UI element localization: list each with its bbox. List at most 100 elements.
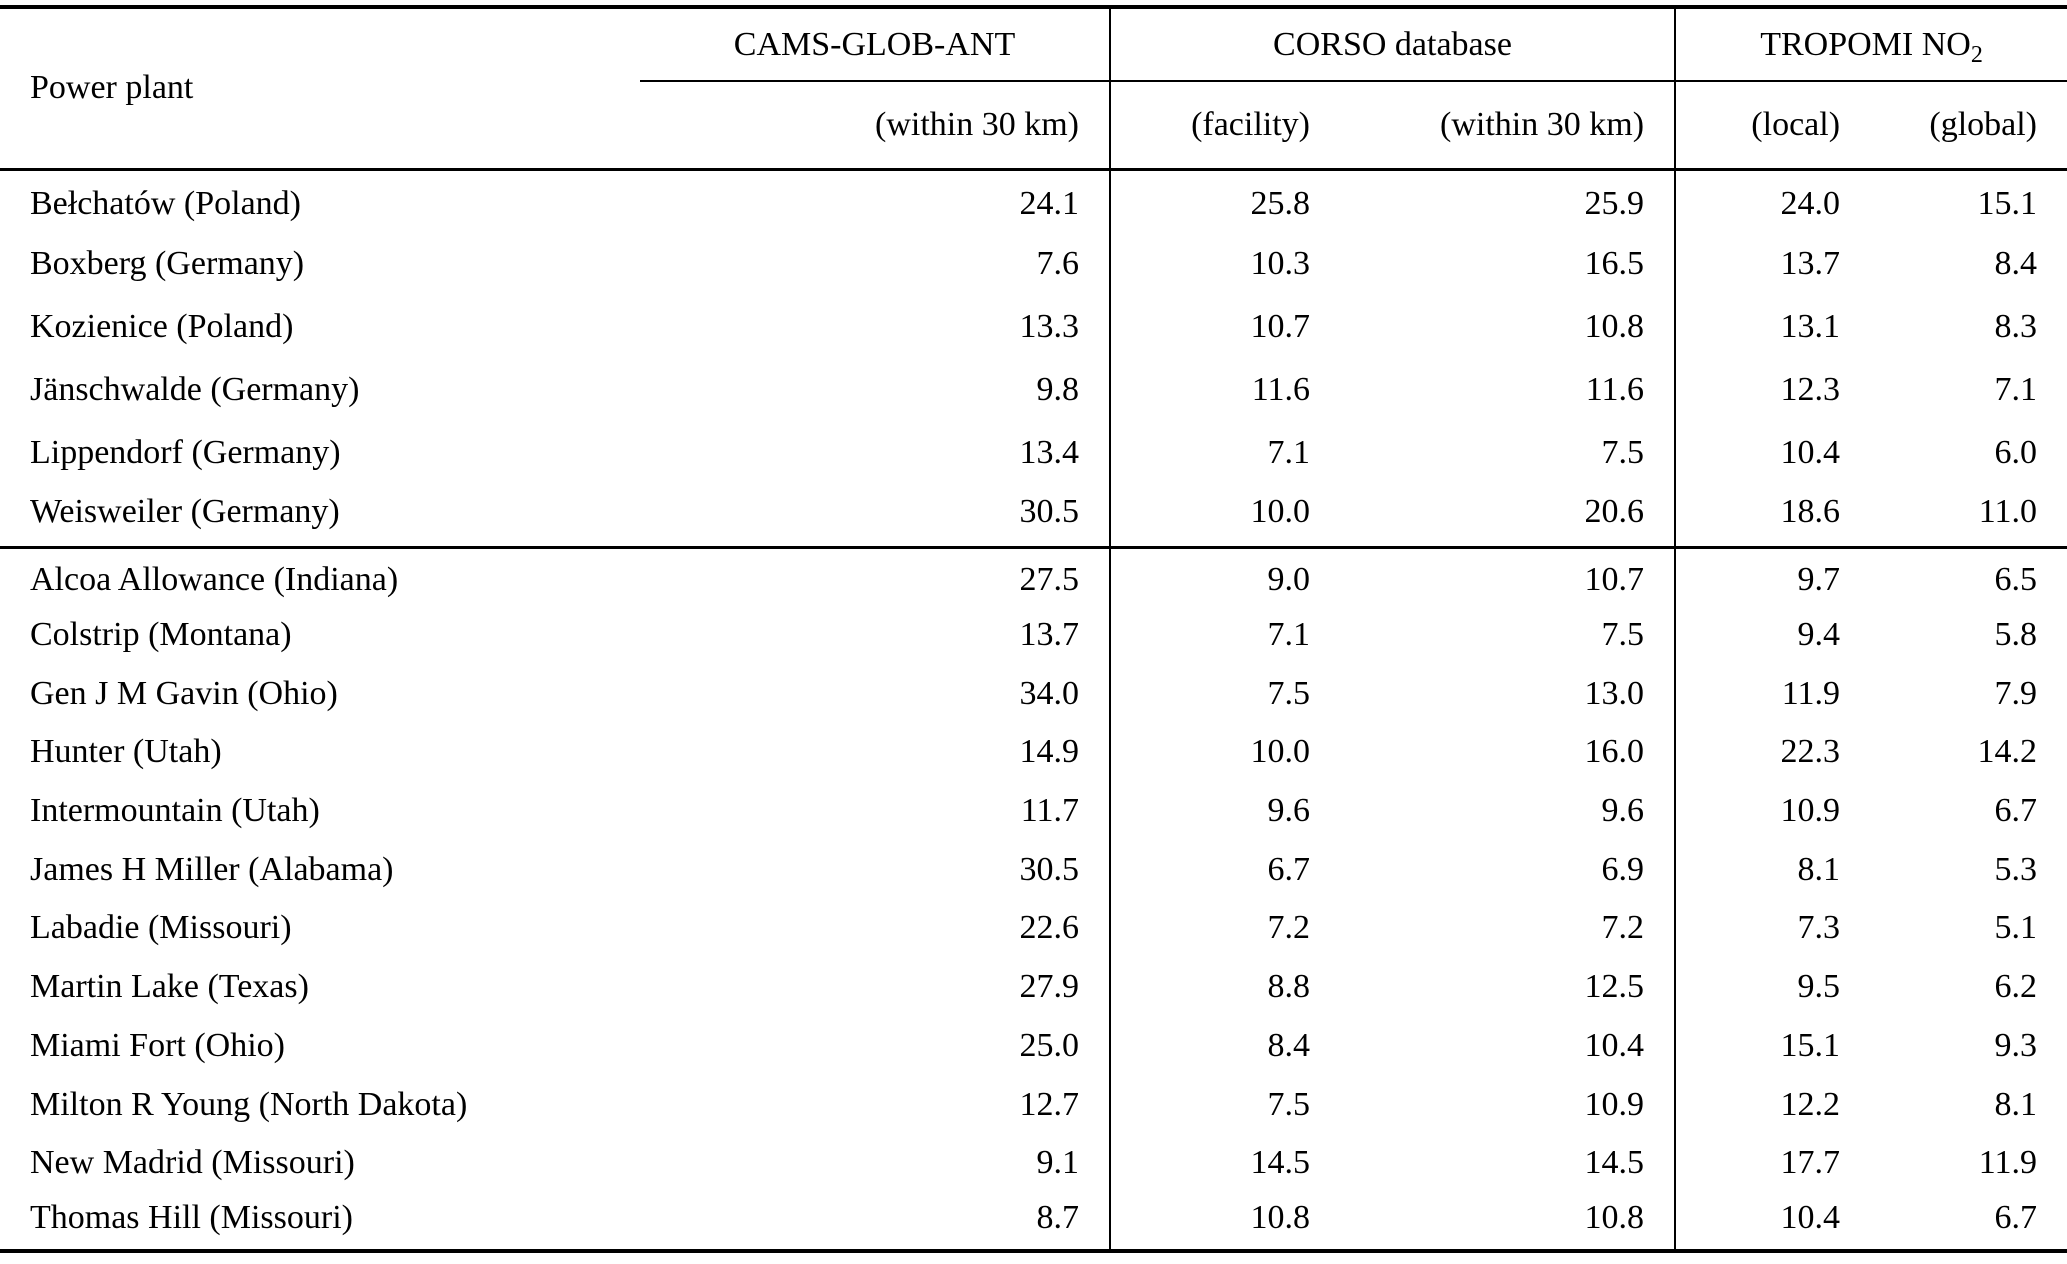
plant-name-cell: Lippendorf (Germany) <box>30 433 341 471</box>
value-cell-corso-facility: 7.1 <box>1267 616 1311 654</box>
value-cell-corso-facility: 8.8 <box>1267 968 1311 1006</box>
table-row: Martin Lake (Texas) 27.9 8.8 12.5 9.5 6.… <box>0 957 2067 1017</box>
value-cell-tropomi-global: 14.2 <box>1977 733 2038 771</box>
plant-name-cell: James H Miller (Alabama) <box>30 850 394 888</box>
table-row: Bełchatów (Poland) 24.1 25.8 25.9 24.0 1… <box>0 169 2067 232</box>
value-cell-tropomi-global: 8.4 <box>1994 244 2038 282</box>
table-body-european-plants: Bełchatów (Poland) 24.1 25.8 25.9 24.0 1… <box>0 169 2067 547</box>
value-cell-corso-facility: 7.1 <box>1267 433 1311 471</box>
value-cell-tropomi-global: 6.7 <box>1994 1198 2038 1236</box>
value-cell-tropomi-global: 5.3 <box>1994 850 2038 888</box>
value-cell-corso-facility: 10.3 <box>1250 244 1311 282</box>
value-cell-tropomi-global: 9.3 <box>1994 1026 2038 1064</box>
group-header-row: Power plant CAMS-GLOB-ANT CORSO database… <box>0 7 2067 106</box>
table-row: Miami Fort (Ohio) 25.0 8.4 10.4 15.1 9.3 <box>0 1016 2067 1076</box>
group-header-corso-database: CORSO database <box>1110 7 1677 82</box>
value-cell-tropomi-global: 8.3 <box>1994 307 2038 345</box>
value-cell-corso-facility: 9.6 <box>1267 792 1311 830</box>
value-cell-corso-30km: 20.6 <box>1340 484 1677 547</box>
value-cell-tropomi-local: 13.7 <box>1780 244 1841 282</box>
table-header: Power plant CAMS-GLOB-ANT CORSO database… <box>0 7 2067 169</box>
value-cell-corso-facility: 6.7 <box>1267 850 1311 888</box>
plant-name-cell: Bełchatów (Poland) <box>30 185 301 223</box>
value-cell-cams-30km: 12.7 <box>640 1075 1111 1134</box>
plant-name-cell: Martin Lake (Texas) <box>30 968 309 1006</box>
value-cell-corso-30km: 16.5 <box>1340 232 1677 295</box>
value-cell-tropomi-local: 18.6 <box>1780 492 1841 530</box>
subheader-tropomi-local: (local) <box>1751 105 1841 143</box>
value-cell-tropomi-global: 5.8 <box>1994 616 2038 654</box>
table-row: Labadie (Missouri) 22.6 7.2 7.2 7.3 5.1 <box>0 899 2067 958</box>
table-row: Alcoa Allowance (Indiana) 27.5 9.0 10.7 … <box>0 547 2067 606</box>
value-cell-corso-30km: 14.5 <box>1340 1133 1677 1193</box>
value-cell-cams-30km: 22.6 <box>640 899 1111 958</box>
value-cell-tropomi-global: 6.5 <box>1994 561 2038 599</box>
value-cell-tropomi-local: 10.4 <box>1780 1198 1841 1236</box>
value-cell-tropomi-local: 9.4 <box>1797 616 1841 654</box>
value-cell-corso-facility: 10.8 <box>1250 1198 1311 1236</box>
value-cell-cams-30km: 11.7 <box>640 781 1111 841</box>
value-cell-tropomi-local: 7.3 <box>1797 909 1841 947</box>
value-cell-tropomi-global: 6.2 <box>1994 968 2038 1006</box>
value-cell-corso-30km: 11.6 <box>1340 358 1677 421</box>
value-cell-cams-30km: 30.5 <box>640 484 1111 547</box>
value-cell-corso-facility: 9.0 <box>1267 561 1311 599</box>
table-row: Kozienice (Poland) 13.3 10.7 10.8 13.1 8… <box>0 295 2067 358</box>
plant-name-cell: Intermountain (Utah) <box>30 792 320 830</box>
table-row: Jänschwalde (Germany) 9.8 11.6 11.6 12.3… <box>0 358 2067 421</box>
plant-name-cell: Kozienice (Poland) <box>30 307 294 345</box>
value-cell-tropomi-global: 15.1 <box>1977 185 2038 223</box>
sub-header-row: (within 30 km) (facility) (within 30 km)… <box>0 81 2067 169</box>
plant-name-cell: New Madrid (Missouri) <box>30 1144 355 1182</box>
table-row: Hunter (Utah) 14.9 10.0 16.0 22.3 14.2 <box>0 723 2067 782</box>
value-cell-tropomi-global: 7.9 <box>1994 674 2038 712</box>
value-cell-cams-30km: 13.7 <box>640 605 1111 665</box>
value-cell-corso-facility: 7.2 <box>1267 909 1311 947</box>
value-cell-corso-facility: 10.0 <box>1250 733 1311 771</box>
value-cell-corso-30km: 7.5 <box>1340 605 1677 665</box>
value-cell-cams-30km: 27.9 <box>640 957 1111 1017</box>
subheader-corso-facility: (facility) <box>1191 105 1310 143</box>
value-cell-corso-facility: 8.4 <box>1267 1026 1311 1064</box>
value-cell-corso-30km: 12.5 <box>1340 957 1677 1017</box>
table-body-us-plants: Alcoa Allowance (Indiana) 27.5 9.0 10.7 … <box>0 547 2067 1252</box>
value-cell-tropomi-global: 7.1 <box>1994 370 2038 408</box>
value-cell-cams-30km: 13.3 <box>640 295 1111 358</box>
value-cell-corso-30km: 10.8 <box>1340 1192 1677 1252</box>
emissions-table: Power plant CAMS-GLOB-ANT CORSO database… <box>0 5 2067 1254</box>
table-row: Lippendorf (Germany) 13.4 7.1 7.5 10.4 6… <box>0 421 2067 484</box>
value-cell-corso-30km: 10.8 <box>1340 295 1677 358</box>
value-cell-cams-30km: 14.9 <box>640 723 1111 782</box>
subheader-corso-within-30km: (within 30 km) <box>1340 81 1677 169</box>
value-cell-corso-facility: 14.5 <box>1250 1144 1311 1182</box>
value-cell-corso-30km: 7.2 <box>1340 899 1677 958</box>
table-row: Intermountain (Utah) 11.7 9.6 9.6 10.9 6… <box>0 781 2067 841</box>
value-cell-cams-30km: 25.0 <box>640 1016 1111 1076</box>
value-cell-tropomi-local: 12.3 <box>1780 370 1841 408</box>
value-cell-tropomi-local: 17.7 <box>1780 1144 1841 1182</box>
plant-name-cell: Boxberg (Germany) <box>30 244 305 282</box>
value-cell-tropomi-local: 22.3 <box>1780 733 1841 771</box>
plant-name-cell: Colstrip (Montana) <box>30 616 292 654</box>
value-cell-corso-30km: 7.5 <box>1340 421 1677 484</box>
value-cell-corso-30km: 25.9 <box>1340 169 1677 232</box>
table-row: Thomas Hill (Missouri) 8.7 10.8 10.8 10.… <box>0 1192 2067 1252</box>
plant-name-cell: Miami Fort (Ohio) <box>30 1026 285 1064</box>
column-header-power-plant: Power plant <box>30 69 194 107</box>
corso-group-label: CORSO database <box>1273 25 1512 63</box>
group-header-cams-glob-ant: CAMS-GLOB-ANT <box>640 7 1111 82</box>
plant-name-cell: Weisweiler (Germany) <box>30 492 340 530</box>
value-cell-corso-30km: 13.0 <box>1340 664 1677 724</box>
plant-name-cell: Thomas Hill (Missouri) <box>30 1198 353 1236</box>
value-cell-tropomi-local: 15.1 <box>1780 1026 1841 1064</box>
value-cell-cams-30km: 9.1 <box>640 1133 1111 1193</box>
plant-name-cell: Gen J M Gavin (Ohio) <box>30 674 338 712</box>
value-cell-corso-facility: 11.6 <box>1251 370 1310 408</box>
value-cell-tropomi-local: 24.0 <box>1780 185 1841 223</box>
value-cell-tropomi-local: 13.1 <box>1780 307 1841 345</box>
value-cell-cams-30km: 30.5 <box>640 840 1111 900</box>
value-cell-corso-30km: 10.7 <box>1340 547 1677 606</box>
tropomi-group-label: TROPOMI NO <box>1760 25 1971 63</box>
value-cell-corso-facility: 10.0 <box>1250 492 1311 530</box>
subheader-tropomi-global: (global) <box>1929 105 2038 143</box>
